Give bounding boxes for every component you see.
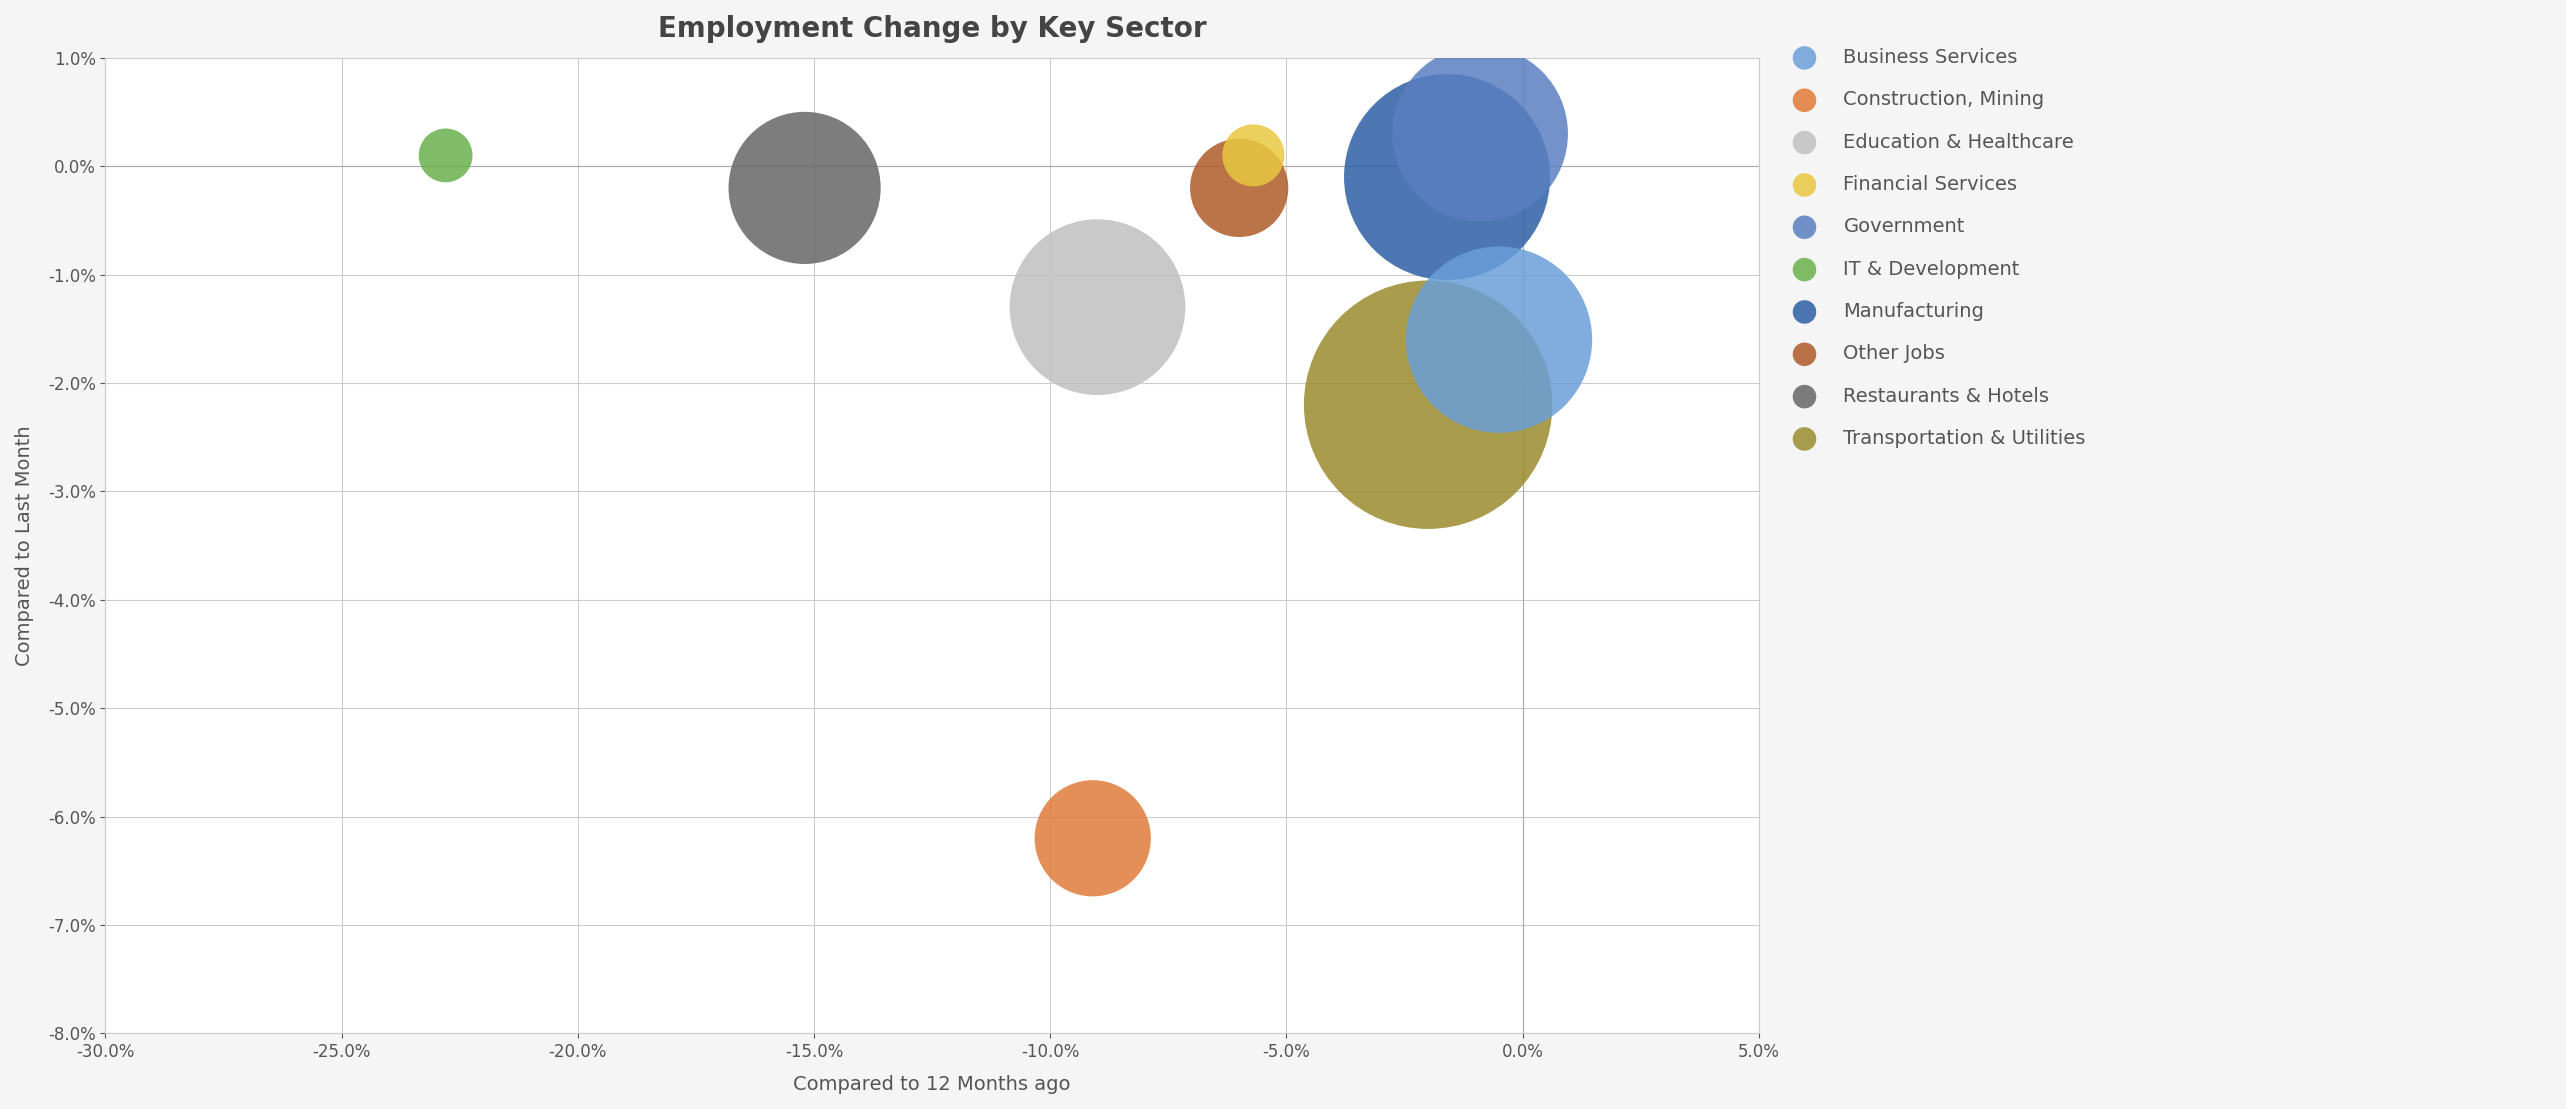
Construction, Mining [1073, 830, 1114, 847]
Restaurants & Hotels [785, 179, 826, 196]
IT & Development [426, 146, 467, 164]
Manufacturing [1427, 169, 1468, 186]
Government [1460, 125, 1501, 143]
Y-axis label: Compared to Last Month: Compared to Last Month [15, 425, 33, 665]
Legend: Business Services, Construction, Mining, Education & Healthcare, Financial Servi: Business Services, Construction, Mining,… [1786, 48, 2086, 448]
Other Jobs [1219, 179, 1260, 196]
X-axis label: Compared to 12 Months ago: Compared to 12 Months ago [793, 1075, 1070, 1093]
Education & Healthcare [1078, 298, 1119, 316]
Title: Employment Change by Key Sector: Employment Change by Key Sector [657, 16, 1206, 43]
Business Services [1478, 330, 1519, 348]
Financial Services [1232, 146, 1273, 164]
Transportation & Utilities [1409, 396, 1450, 414]
